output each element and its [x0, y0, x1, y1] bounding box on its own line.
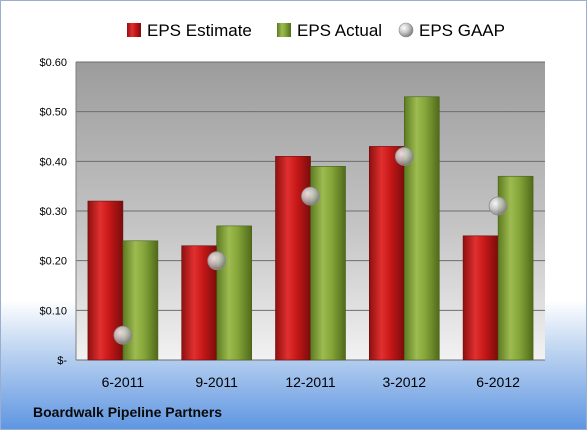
x-tick-label: 3-2012: [383, 374, 427, 390]
legend-label: EPS Estimate: [147, 21, 252, 40]
y-tick-label: $0.20: [39, 256, 67, 268]
bar-eps-actual: [216, 225, 252, 361]
marker-eps-gaap: [301, 186, 320, 206]
y-tick-label: $0.60: [39, 57, 67, 69]
x-axis: 6-2011 9-2011 12-2011 3-2012 6-2012: [102, 374, 520, 390]
y-tick-label: $0.40: [39, 156, 67, 168]
gaap-markers: [113, 146, 508, 345]
y-tick-label: $0.50: [39, 107, 67, 119]
y-tick-label: $0.10: [39, 305, 67, 317]
marker-eps-gaap: [488, 196, 508, 216]
legend-swatch: [127, 23, 141, 37]
bar-eps-estimate: [368, 146, 405, 361]
bar-eps-actual: [403, 96, 440, 361]
legend-label: EPS GAAP: [419, 21, 505, 40]
legend: EPS Estimate EPS Actual EPS GAAP: [127, 21, 505, 40]
x-tick-label: 12-2011: [285, 374, 336, 390]
x-tick-label: 6-2012: [476, 374, 520, 390]
bar-eps-estimate: [462, 235, 499, 361]
legend-swatch: [277, 23, 291, 37]
legend-swatch: [398, 22, 414, 38]
bar-eps-estimate: [275, 156, 311, 361]
marker-eps-gaap: [113, 325, 133, 345]
marker-eps-gaap: [207, 251, 227, 271]
x-tick-label: 6-2011: [102, 374, 145, 390]
marker-eps-gaap: [394, 146, 414, 166]
y-tick-label: $-: [57, 355, 67, 367]
y-axis: $- $0.10 $0.20 $0.30 $0.40 $0.50 $0.60: [39, 57, 77, 367]
x-tick-label: 9-2011: [195, 374, 238, 390]
legend-label: EPS Actual: [297, 21, 382, 40]
company-name: Boardwalk Pipeline Partners: [33, 404, 222, 420]
y-tick-label: $0.30: [39, 206, 67, 218]
